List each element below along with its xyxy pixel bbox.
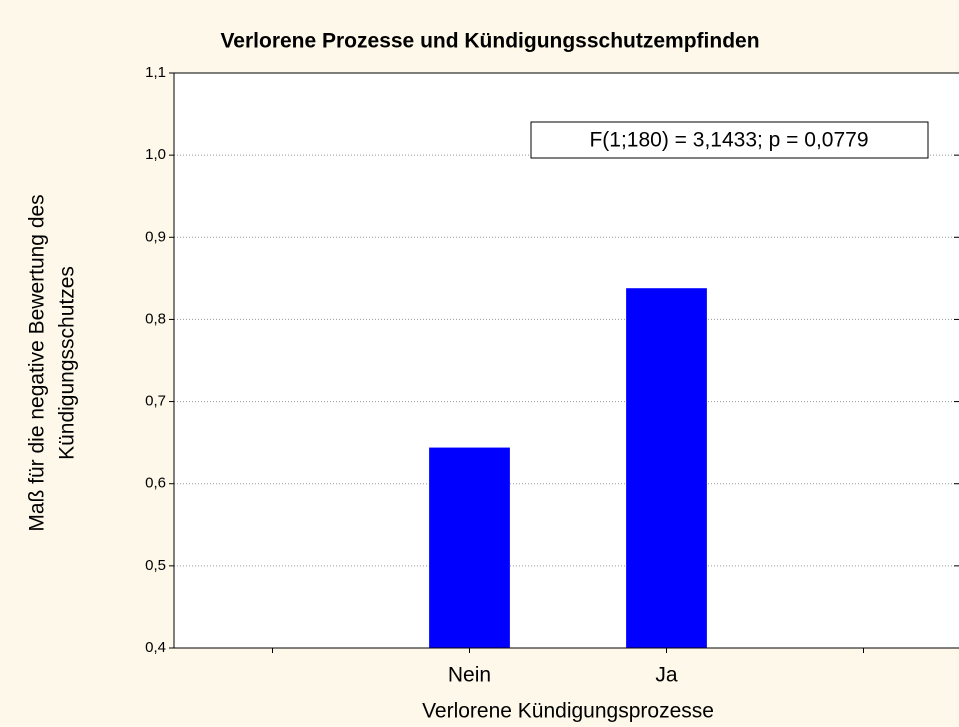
annotation: F(1;180) = 3,1433; p = 0,0779 — [589, 129, 868, 152]
y-axis-label: Kündigungsschutzes — [56, 266, 79, 460]
y-axis-label: Maß für die negative Bewertung des — [26, 194, 49, 531]
annotation-box — [530, 121, 929, 159]
plot-area — [174, 73, 959, 648]
y-tick-label: 0,5 — [145, 557, 166, 574]
y-tick-label: 1,1 — [145, 64, 166, 81]
y-tick-label: 0,6 — [145, 475, 166, 492]
y-tick-label: 0,7 — [145, 393, 166, 410]
y-tick-label: 0,8 — [145, 310, 166, 327]
chart-title: Verlorene Prozesse und Kündigungsschutze… — [220, 30, 759, 53]
bar — [626, 288, 707, 648]
x-axis-label: Verlorene Kündigungsprozesse — [422, 700, 714, 723]
y-tick-label: 1,0 — [145, 146, 166, 163]
bar — [429, 447, 510, 648]
x-tick-label: Ja — [655, 664, 678, 687]
y-tick-label: 0,9 — [145, 228, 166, 245]
y-tick-label: 0,4 — [145, 639, 166, 656]
x-tick-label: Nein — [448, 664, 491, 687]
